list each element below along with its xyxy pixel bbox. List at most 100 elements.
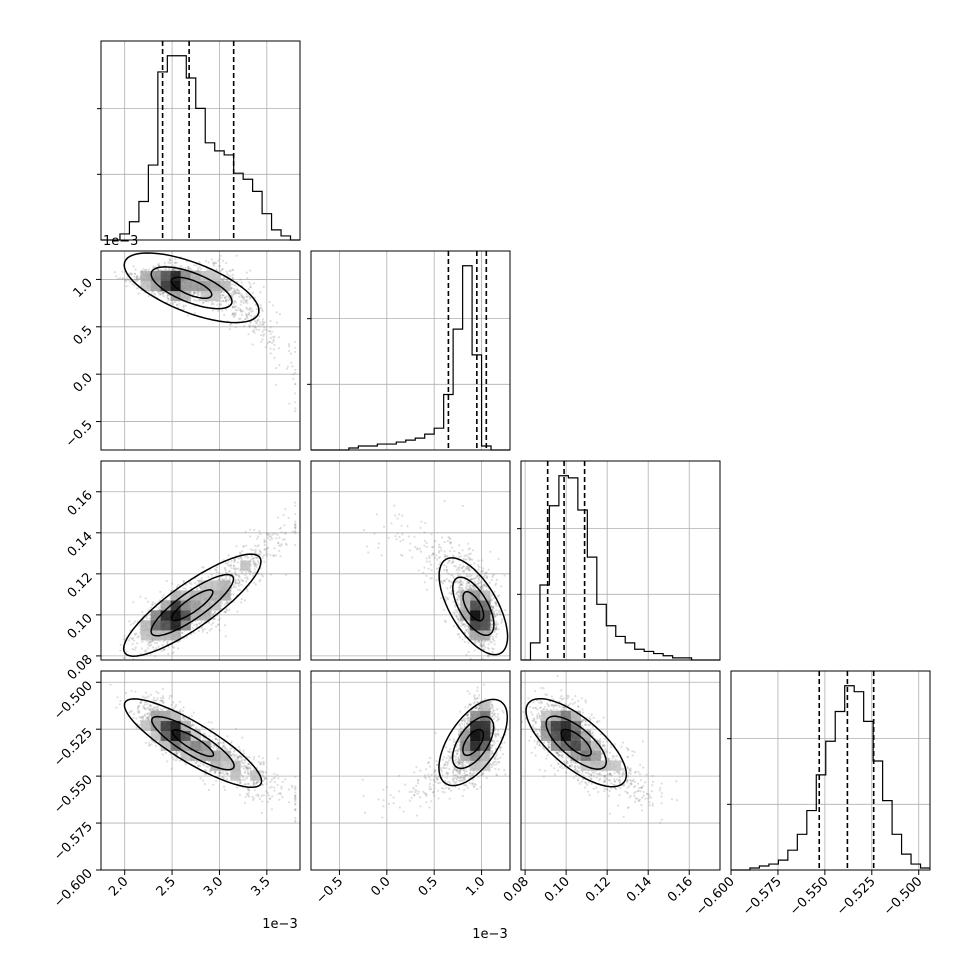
scatter-point [438, 550, 441, 553]
scatter-point [234, 582, 237, 585]
scatter-point [467, 631, 470, 634]
scatter-point [485, 585, 488, 588]
scatter-point [467, 588, 470, 591]
scatter-point [261, 330, 264, 333]
scatter-point [239, 303, 242, 306]
scatter-point [192, 292, 195, 295]
scatter-point [294, 501, 297, 504]
scatter-point [239, 293, 242, 296]
scatter-point [262, 323, 265, 326]
scatter-point [221, 578, 224, 581]
scatter-point [272, 336, 275, 339]
scatter-point [500, 619, 503, 623]
scatter-point [275, 367, 278, 370]
scatter-point [165, 579, 168, 583]
scatter-point [253, 563, 256, 566]
scatter-point [240, 598, 243, 601]
scatter-point [125, 285, 128, 288]
scatter-point [115, 275, 118, 278]
scatter-point [251, 310, 254, 313]
scatter-point [461, 565, 464, 568]
scatter-point [236, 582, 239, 585]
scatter-point [458, 603, 461, 606]
scatter-point [259, 532, 262, 536]
density-bin [220, 590, 231, 601]
scatter-point [449, 541, 452, 544]
scatter-point [157, 606, 160, 609]
scatter-point [272, 340, 275, 343]
scatter-point [246, 315, 249, 318]
scatter-point [230, 560, 233, 563]
scatter-point [286, 365, 289, 368]
scatter-point [240, 301, 243, 304]
scatter-point [493, 614, 496, 617]
scatter-point [228, 577, 231, 580]
density-bin [190, 280, 201, 292]
scatter-point [460, 621, 463, 625]
scatter-point [260, 573, 263, 576]
scatter-point [134, 268, 137, 271]
scatter-point [238, 579, 241, 582]
scatter-point [234, 586, 237, 589]
density-area [362, 500, 509, 660]
scatter-point [486, 575, 489, 578]
density-bin [170, 280, 181, 292]
scatter-point [159, 590, 162, 593]
scatter-point [178, 302, 181, 305]
scatter-point [228, 570, 231, 573]
scatter-point [287, 343, 291, 346]
scatter-point [148, 644, 151, 647]
scatter-point [130, 273, 133, 276]
scatter-point [218, 617, 221, 620]
scatter-point [253, 326, 256, 329]
scatter-point [458, 544, 461, 547]
scatter-point [228, 297, 231, 300]
scatter-point [240, 601, 243, 604]
scatter-point [195, 623, 198, 626]
scatter-point [236, 561, 240, 564]
scatter-point [135, 277, 138, 280]
scatter-point [240, 558, 243, 561]
scatter-point [437, 556, 440, 559]
scatter-point [253, 581, 256, 584]
scatter-point [477, 640, 480, 644]
scatter-point [465, 587, 468, 591]
scatter-point [480, 586, 483, 589]
scatter-point [278, 313, 281, 316]
density-bin [160, 630, 171, 641]
scatter-point [223, 603, 226, 607]
scatter-point [193, 264, 196, 267]
scatter-point [478, 582, 481, 585]
scatter-point [138, 624, 141, 627]
scatter-point [492, 612, 495, 615]
scatter-point [197, 293, 200, 296]
scatter-point [230, 572, 233, 575]
scatter-point [245, 295, 248, 298]
scatter-point [173, 268, 176, 271]
scatter-point [272, 338, 275, 341]
scatter-point [231, 269, 235, 272]
scatter-point [245, 271, 248, 274]
scatter-point [168, 268, 171, 272]
scatter-point [503, 574, 506, 577]
scatter-point [277, 336, 281, 339]
scatter-point [125, 650, 128, 653]
scatter-point [443, 569, 446, 572]
scatter-point [135, 274, 138, 277]
scatter-point [218, 264, 221, 267]
scatter-point [278, 527, 281, 530]
density-bin [180, 270, 191, 282]
scatter-point [487, 653, 490, 657]
scatter-point [198, 261, 201, 264]
scatter-point [495, 614, 498, 617]
scatter-point [220, 296, 223, 300]
scatter-point [235, 292, 238, 295]
scatter-point [217, 259, 220, 262]
scatter-point [119, 277, 122, 280]
scatter-point [462, 565, 465, 568]
scatter-point [495, 628, 498, 631]
scatter-point [481, 570, 484, 573]
scatter-point [246, 555, 249, 558]
scatter-point [228, 608, 231, 612]
scatter-point [275, 537, 278, 540]
